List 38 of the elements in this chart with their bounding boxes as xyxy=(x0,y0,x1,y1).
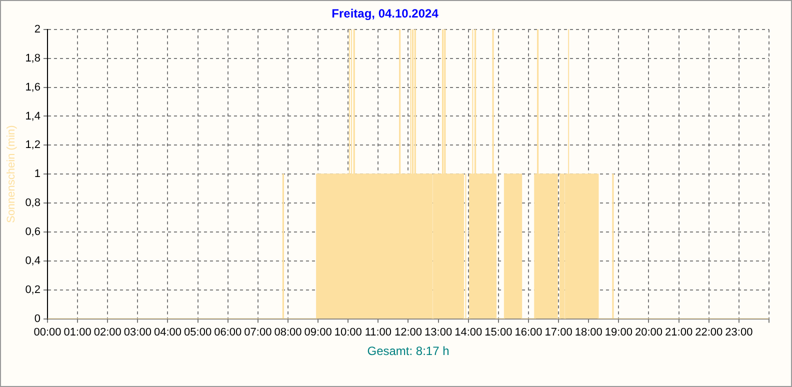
y-tick-label: 1,6 xyxy=(25,81,40,94)
x-tick-label: 02:00 xyxy=(94,326,122,338)
y-tick-label: 0,4 xyxy=(25,254,40,267)
x-tick-label: 07:00 xyxy=(244,326,272,338)
chart-title: Freitag, 04.10.2024 xyxy=(332,6,439,21)
x-tick-label: 05:00 xyxy=(184,326,212,338)
x-tick-label: 04:00 xyxy=(154,326,182,338)
y-tick-label: 0,2 xyxy=(25,284,40,296)
x-tick-label: 22:00 xyxy=(695,326,723,338)
x-tick-label: 16:00 xyxy=(514,326,542,338)
x-tick-label: 09:00 xyxy=(304,326,332,338)
y-tick-label: 0 xyxy=(34,312,40,325)
y-tick-label: 1 xyxy=(34,168,40,180)
x-tick-label: 17:00 xyxy=(544,326,572,338)
y-tick-label: 1,4 xyxy=(25,110,40,122)
y-tick-label: 1,8 xyxy=(25,52,40,64)
x-tick-label: 01:00 xyxy=(64,326,92,338)
y-tick-label: 1,2 xyxy=(25,139,40,152)
x-tick-label: 11:00 xyxy=(364,326,392,338)
x-tick-label: 00:00 xyxy=(34,326,62,338)
x-tick-label: 14:00 xyxy=(454,326,482,338)
y-tick-label: 2 xyxy=(34,23,40,36)
y-tick-label: 0,8 xyxy=(25,197,40,210)
x-tick-label: 19:00 xyxy=(604,326,632,338)
y-axis-title: Sonnenschein (min) xyxy=(6,125,18,224)
x-tick-label: 18:00 xyxy=(574,326,602,338)
x-tick-label: 06:00 xyxy=(214,326,242,338)
x-tick-label: 23:00 xyxy=(725,326,753,338)
x-tick-label: 21:00 xyxy=(665,326,693,338)
x-tick-label: 15:00 xyxy=(484,326,512,338)
x-tick-label: 12:00 xyxy=(394,326,422,338)
y-tick-label: 0,6 xyxy=(25,226,40,238)
text: Gesamt: 8:17 h xyxy=(367,344,450,358)
x-tick-label: 10:00 xyxy=(334,326,362,338)
x-tick-label: 03:00 xyxy=(124,326,152,338)
x-tick-label: 20:00 xyxy=(634,326,663,338)
x-tick-label: 08:00 xyxy=(274,326,302,338)
x-tick-label: 13:00 xyxy=(424,326,452,338)
